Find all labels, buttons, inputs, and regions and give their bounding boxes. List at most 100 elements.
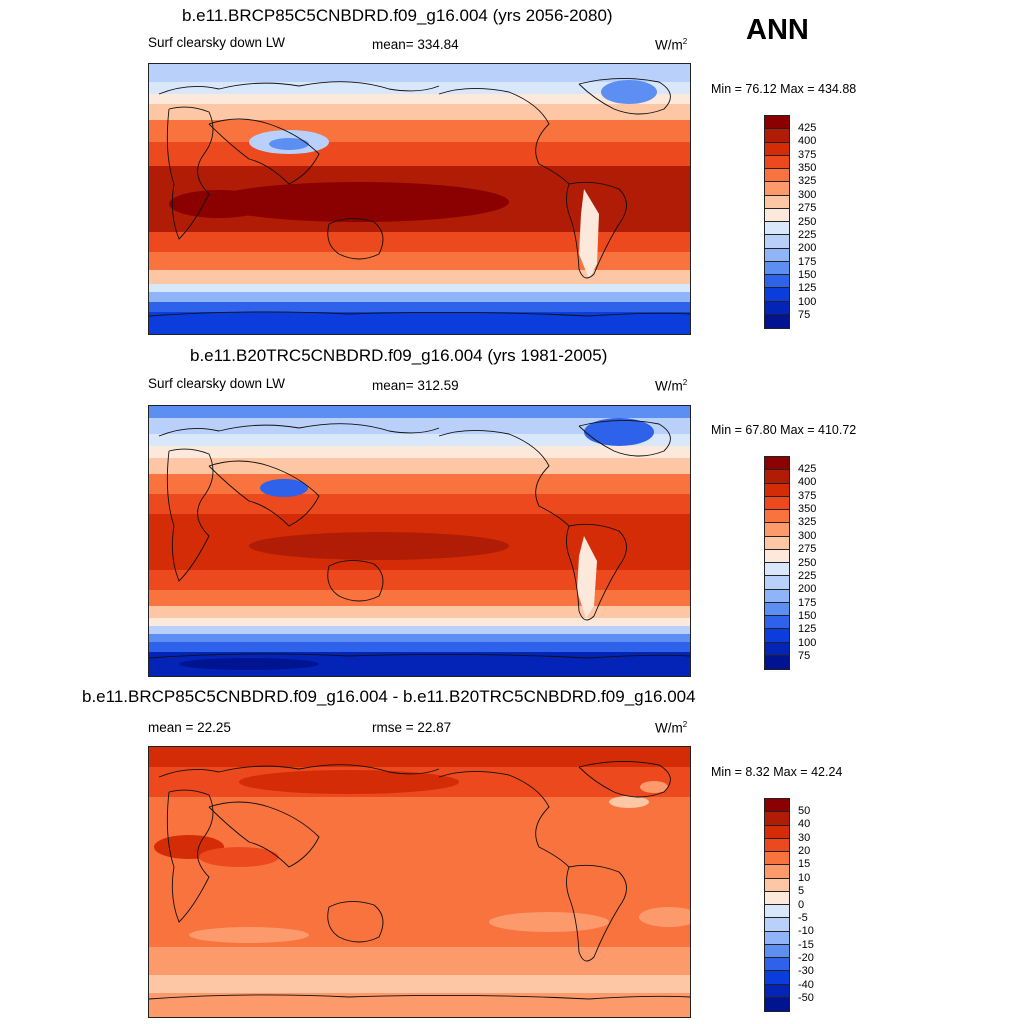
- panel-3-tick-label: -10: [798, 925, 814, 938]
- panel-1-colorbar-segment: [765, 195, 789, 209]
- panel-2-tick-label: 225: [798, 569, 817, 582]
- panel-1-tick-label: 175: [798, 255, 817, 268]
- panel-3-tick-label: 5: [798, 885, 805, 898]
- season-label: ANN: [746, 14, 809, 46]
- panel-3-colorbar-segment: [765, 878, 789, 892]
- panel-3-tick-label: 40: [798, 818, 811, 831]
- panel-1-tick-label: 200: [798, 242, 817, 255]
- panel-3-colorbar-segment: [765, 838, 789, 852]
- panel-1-tick-label: 75: [798, 309, 811, 322]
- panel-2-tick-label: 100: [798, 636, 817, 649]
- panel-3-tick-label: -5: [798, 911, 808, 924]
- panel-1-colorbar-segment: [765, 208, 789, 222]
- panel-3-colorbar-segment: [765, 971, 789, 985]
- panel-2-colorbar-segment: [765, 483, 789, 497]
- panel-3-colorbar-segment: [765, 944, 789, 958]
- panel-2-minmax: Min = 67.80 Max = 410.72: [711, 423, 857, 437]
- panel-1-colorbar: [764, 115, 790, 329]
- panel-3-mean: mean = 22.25: [148, 720, 231, 735]
- panel-2-tick-label: 150: [798, 610, 817, 622]
- panel-2-colorbar-segment: [765, 510, 789, 524]
- panel-2-colorbar-segment: [765, 563, 789, 577]
- panel-3-colorbar-segment: [765, 958, 789, 972]
- panel-3-colorbar-segment: [765, 905, 789, 919]
- panel-2-mean: mean= 312.59: [372, 378, 459, 393]
- panel-2-colorbar-segment: [765, 457, 789, 471]
- panel-2-colorbar-segment: [765, 496, 789, 510]
- panel-1-colorbar-segment: [765, 301, 789, 315]
- panel-3-colorbar-segment: [765, 931, 789, 945]
- panel-3-colorbar-segment: [765, 984, 789, 998]
- panel-2-tick-label: 350: [798, 503, 817, 515]
- panel-3-map: [148, 746, 691, 1018]
- panel-3-title: b.e11.BRCP85C5CNBDRD.f09_g16.004 - b.e11…: [82, 687, 696, 706]
- panel-2-tick-label: 425: [798, 462, 817, 475]
- panel-2-tick-label: 300: [798, 529, 817, 542]
- panel-2-tick-label: 400: [798, 476, 817, 489]
- panel-2-colorbar-segment: [765, 629, 789, 643]
- panel-2-title: b.e11.B20TRC5CNBDRD.f09_g16.004 (yrs 198…: [190, 346, 608, 365]
- panel-3-tick-label: -40: [798, 978, 814, 991]
- panel-3-tick-label: 50: [798, 804, 811, 817]
- panel-1-colorbar-segment: [765, 169, 789, 183]
- panel-2-tick-label: 75: [798, 650, 811, 663]
- panel-3-colorbar: [764, 798, 790, 1012]
- panel-1-colorbar-segment: [765, 222, 789, 236]
- panel-1-colorbar-segment: [765, 142, 789, 156]
- panel-2-colorbar-segment: [765, 616, 789, 630]
- panel-1-tick-label: 275: [798, 202, 817, 215]
- panel-3-rmse: rmse = 22.87: [372, 720, 452, 735]
- panel-1-colorbar-segment: [765, 155, 789, 169]
- panel-2-colorbar-segment: [765, 536, 789, 550]
- panel-2-colorbar-segment: [765, 602, 789, 616]
- panel-1-tick-label: 325: [798, 175, 817, 188]
- panel-2-tick-label: 275: [798, 543, 817, 556]
- panel-1-tick-label: 250: [798, 215, 817, 228]
- panel-1-colorbar-segment: [765, 182, 789, 196]
- panel-3-colorbar-segment: [765, 812, 789, 826]
- panel-3-units: W/m2: [655, 720, 688, 736]
- panel-1-tick-label: 375: [798, 148, 817, 161]
- panel-1-tick-label: 425: [798, 121, 817, 134]
- panel-2-map: [148, 405, 691, 677]
- panel-2-tick-label: 250: [798, 556, 817, 569]
- panel-1-tick-label: 150: [798, 269, 817, 281]
- panel-1-tick-label: 400: [798, 135, 817, 148]
- panel-2-tick-label: 200: [798, 583, 817, 596]
- panel-2-colorbar-segment: [765, 642, 789, 656]
- panel-2-units: W/m2: [655, 378, 688, 394]
- panel-3-tick-label: 10: [798, 871, 811, 884]
- panel-1-tick-label: 100: [798, 295, 817, 308]
- panel-1-tick-label: 225: [798, 228, 817, 241]
- panel-1-colorbar-segment: [765, 129, 789, 143]
- panel-3-colorbar-segment: [765, 891, 789, 905]
- panel-2-tick-label: 175: [798, 596, 817, 609]
- panel-1-tick-label: 350: [798, 162, 817, 174]
- panel-1-colorbar-segment: [765, 116, 789, 130]
- panel-3-colorbar-segment: [765, 825, 789, 839]
- panel-2-colorbar-segment: [765, 549, 789, 563]
- panel-3-colorbar-segment: [765, 918, 789, 932]
- panel-3-tick-label: -30: [798, 965, 814, 978]
- panel-2-colorbar-segment: [765, 576, 789, 590]
- panel-1-map: [148, 63, 691, 335]
- panel-2-tick-label: 325: [798, 516, 817, 529]
- panel-1-colorbar-segment: [765, 288, 789, 302]
- panel-3-tick-label: -15: [798, 938, 814, 951]
- panel-3-colorbar-segment: [765, 852, 789, 866]
- panel-2-tick-label: 375: [798, 489, 817, 502]
- panel-2-tick-label: 125: [798, 623, 817, 636]
- panel-2-colorbar-segment: [765, 523, 789, 537]
- panel-2-variable: Surf clearsky down LW: [148, 376, 286, 391]
- panel-3-tick-label: 20: [798, 845, 811, 857]
- panel-1-colorbar-segment: [765, 235, 789, 249]
- panel-2-colorbar-segment: [765, 655, 789, 669]
- panel-1-minmax: Min = 76.12 Max = 434.88: [711, 82, 857, 96]
- panel-1-units: W/m2: [655, 37, 688, 53]
- panel-3-colorbar-segment: [765, 865, 789, 879]
- panel-3-tick-label: 15: [798, 858, 811, 871]
- panel-3-tick-label: -20: [798, 952, 814, 964]
- panel-3-tick-label: 0: [798, 898, 805, 911]
- panel-1-tick-label: 125: [798, 282, 817, 295]
- panel-1-colorbar-segment: [765, 261, 789, 275]
